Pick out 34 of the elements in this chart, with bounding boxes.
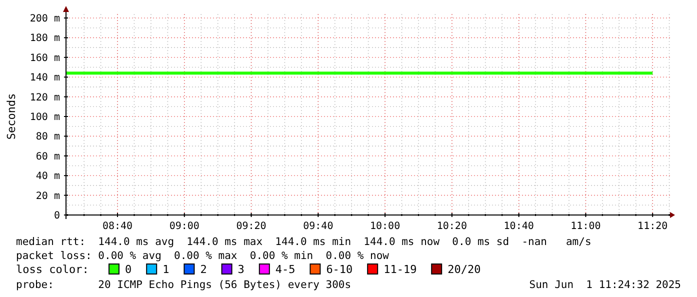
y-tick-label: 100 m [30, 112, 60, 123]
x-tick-label: 11:00 [570, 221, 601, 232]
y-tick-label: 160 m [30, 52, 60, 64]
text: median rtt: 144.0 ms avg 144.0 ms max 144.0 ms min 144.0 ms now 0.0 ms sd -nan am/s [16, 236, 592, 248]
y-tick-label: 180 m [30, 33, 60, 44]
legend-label: 20/20 [448, 263, 481, 276]
text: packet loss: 0.00 % avg 0.00 % max 0.00 % min 0.00 % now [16, 250, 390, 262]
y-axis-title: Seconds [5, 93, 18, 140]
legend-label: 2 [200, 263, 207, 276]
y-tick-label: 20 m [36, 190, 60, 202]
legend-label: 1 [162, 263, 170, 276]
text: probe: 20 ICMP Echo Pings (56 Bytes) every 300s [16, 279, 352, 291]
y-tick-label: 120 m [30, 92, 60, 104]
x-tick-label: 08:40 [102, 221, 133, 232]
legend-label: 11-19 [384, 263, 417, 276]
x-tick-label: 10:20 [436, 221, 467, 232]
x-tick-label: 10:40 [504, 221, 534, 232]
y-tick-label: 40 m [36, 171, 60, 182]
x-tick-label: 11:20 [638, 221, 668, 232]
legend-title: loss color: [16, 263, 89, 276]
x-tick-label: 09:20 [236, 221, 266, 232]
x-tick-label: 09:40 [303, 221, 334, 232]
y-tick-label: 140 m [30, 72, 60, 84]
legend-label: 6-10 [326, 263, 353, 276]
y-tick-label: 60 m [36, 151, 60, 162]
x-tick-label: 10:00 [370, 221, 400, 232]
y-tick-label: 200 m [30, 14, 60, 24]
y-tick-label: 80 m [36, 132, 60, 143]
y-tick-label: 0 [54, 210, 60, 222]
legend-label: 0 [125, 263, 132, 276]
legend-label: 4-5 [275, 263, 296, 276]
text: Sun Jun 1 11:24:32 2025 [529, 279, 681, 291]
legend-label: 3 [238, 263, 244, 276]
x-tick-label: 09:00 [169, 221, 200, 232]
